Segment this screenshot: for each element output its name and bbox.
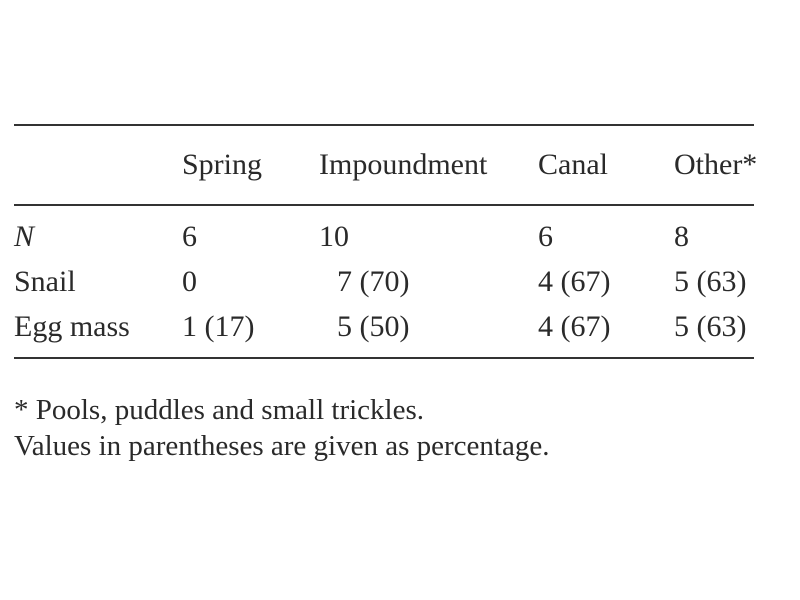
footnote-other-definition: * Pools, puddles and small trickles. (14, 394, 424, 426)
header-cell-impoundment: Impoundment (319, 148, 488, 181)
table-cell: 8 (674, 219, 689, 253)
row-label-snail: Snail (14, 264, 76, 298)
data-table-body: N 6 10 6 8 Snail 0 7 (70) 4 (67) 5 (63) … (14, 206, 754, 357)
header-cell-row-label (14, 126, 182, 204)
table-cell: 10 (319, 219, 349, 253)
table-cell: 7 (70) (337, 264, 410, 298)
header-cell-canal: Canal (538, 148, 608, 181)
footnote-percentage-note: Values in parentheses are given as perce… (14, 430, 550, 462)
table-cell: 4 (67) (538, 309, 611, 343)
row-label-n: N (14, 219, 35, 253)
table-cell: 5 (63) (674, 264, 747, 298)
table-cell: 4 (67) (538, 264, 611, 298)
table-footnotes: * Pools, puddles and small trickles. Val… (14, 392, 774, 464)
bottom-rule (14, 357, 754, 359)
data-table-block: Spring Impoundment Canal Other* N 6 10 6… (14, 124, 758, 359)
table-cell: 6 (538, 219, 553, 253)
table-row: Snail 0 7 (70) 4 (67) 5 (63) (14, 259, 754, 304)
table-cell: 0 (182, 264, 197, 298)
row-label-egg-mass: Egg mass (14, 309, 130, 343)
top-rule (14, 124, 754, 126)
table-cell: 5 (50) (337, 309, 410, 343)
table-cell: 1 (17) (182, 309, 255, 343)
table-row: N 6 10 6 8 (14, 206, 754, 259)
table-header-row: Spring Impoundment Canal Other* (14, 126, 758, 204)
table-row: Egg mass 1 (17) 5 (50) 4 (67) 5 (63) (14, 304, 754, 357)
header-rule (14, 204, 754, 206)
data-table: Spring Impoundment Canal Other* (14, 126, 758, 204)
header-cell-spring: Spring (182, 148, 263, 181)
header-cell-other: Other* (674, 148, 758, 181)
table-cell: 5 (63) (674, 309, 747, 343)
table-cell: 6 (182, 219, 197, 253)
